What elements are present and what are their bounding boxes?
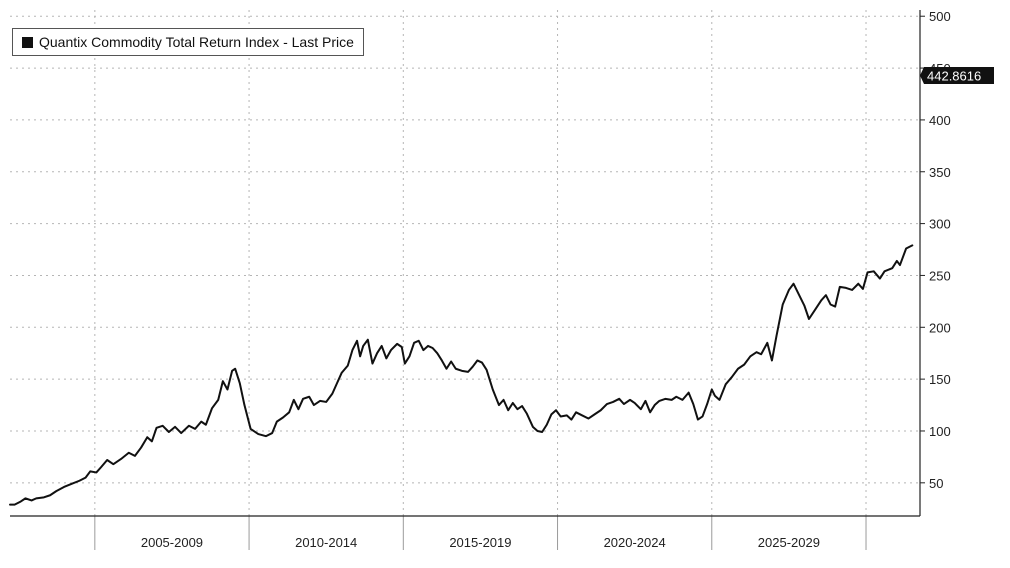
y-tick-label: 500 [929,9,951,24]
chart-legend: Quantix Commodity Total Return Index - L… [12,28,364,56]
legend-swatch-icon [22,36,33,48]
y-tick-label: 300 [929,217,951,232]
x-tick-label: 2015-2019 [449,535,511,550]
labels: 501001502002503003504004505002005-200920… [141,9,994,550]
axes [10,10,925,550]
y-tick-label: 200 [929,320,951,335]
x-tick-label: 2025-2029 [758,535,820,550]
y-tick-label: 100 [929,424,951,439]
series-layer [9,244,914,506]
x-tick-label: 2005-2009 [141,535,203,550]
y-tick-label: 400 [929,113,951,128]
legend-label: Quantix Commodity Total Return Index - L… [39,34,354,50]
series-line [9,244,914,506]
y-tick-label: 350 [929,165,951,180]
gridlines [10,10,920,516]
x-tick-label: 2010-2014 [295,535,357,550]
y-tick-label: 50 [929,476,943,491]
last-price-label: 442.8616 [927,68,981,83]
last-price-flag [920,66,994,84]
y-tick-label: 250 [929,268,951,283]
x-tick-label: 2020-2024 [604,535,666,550]
y-tick-label: 150 [929,372,951,387]
